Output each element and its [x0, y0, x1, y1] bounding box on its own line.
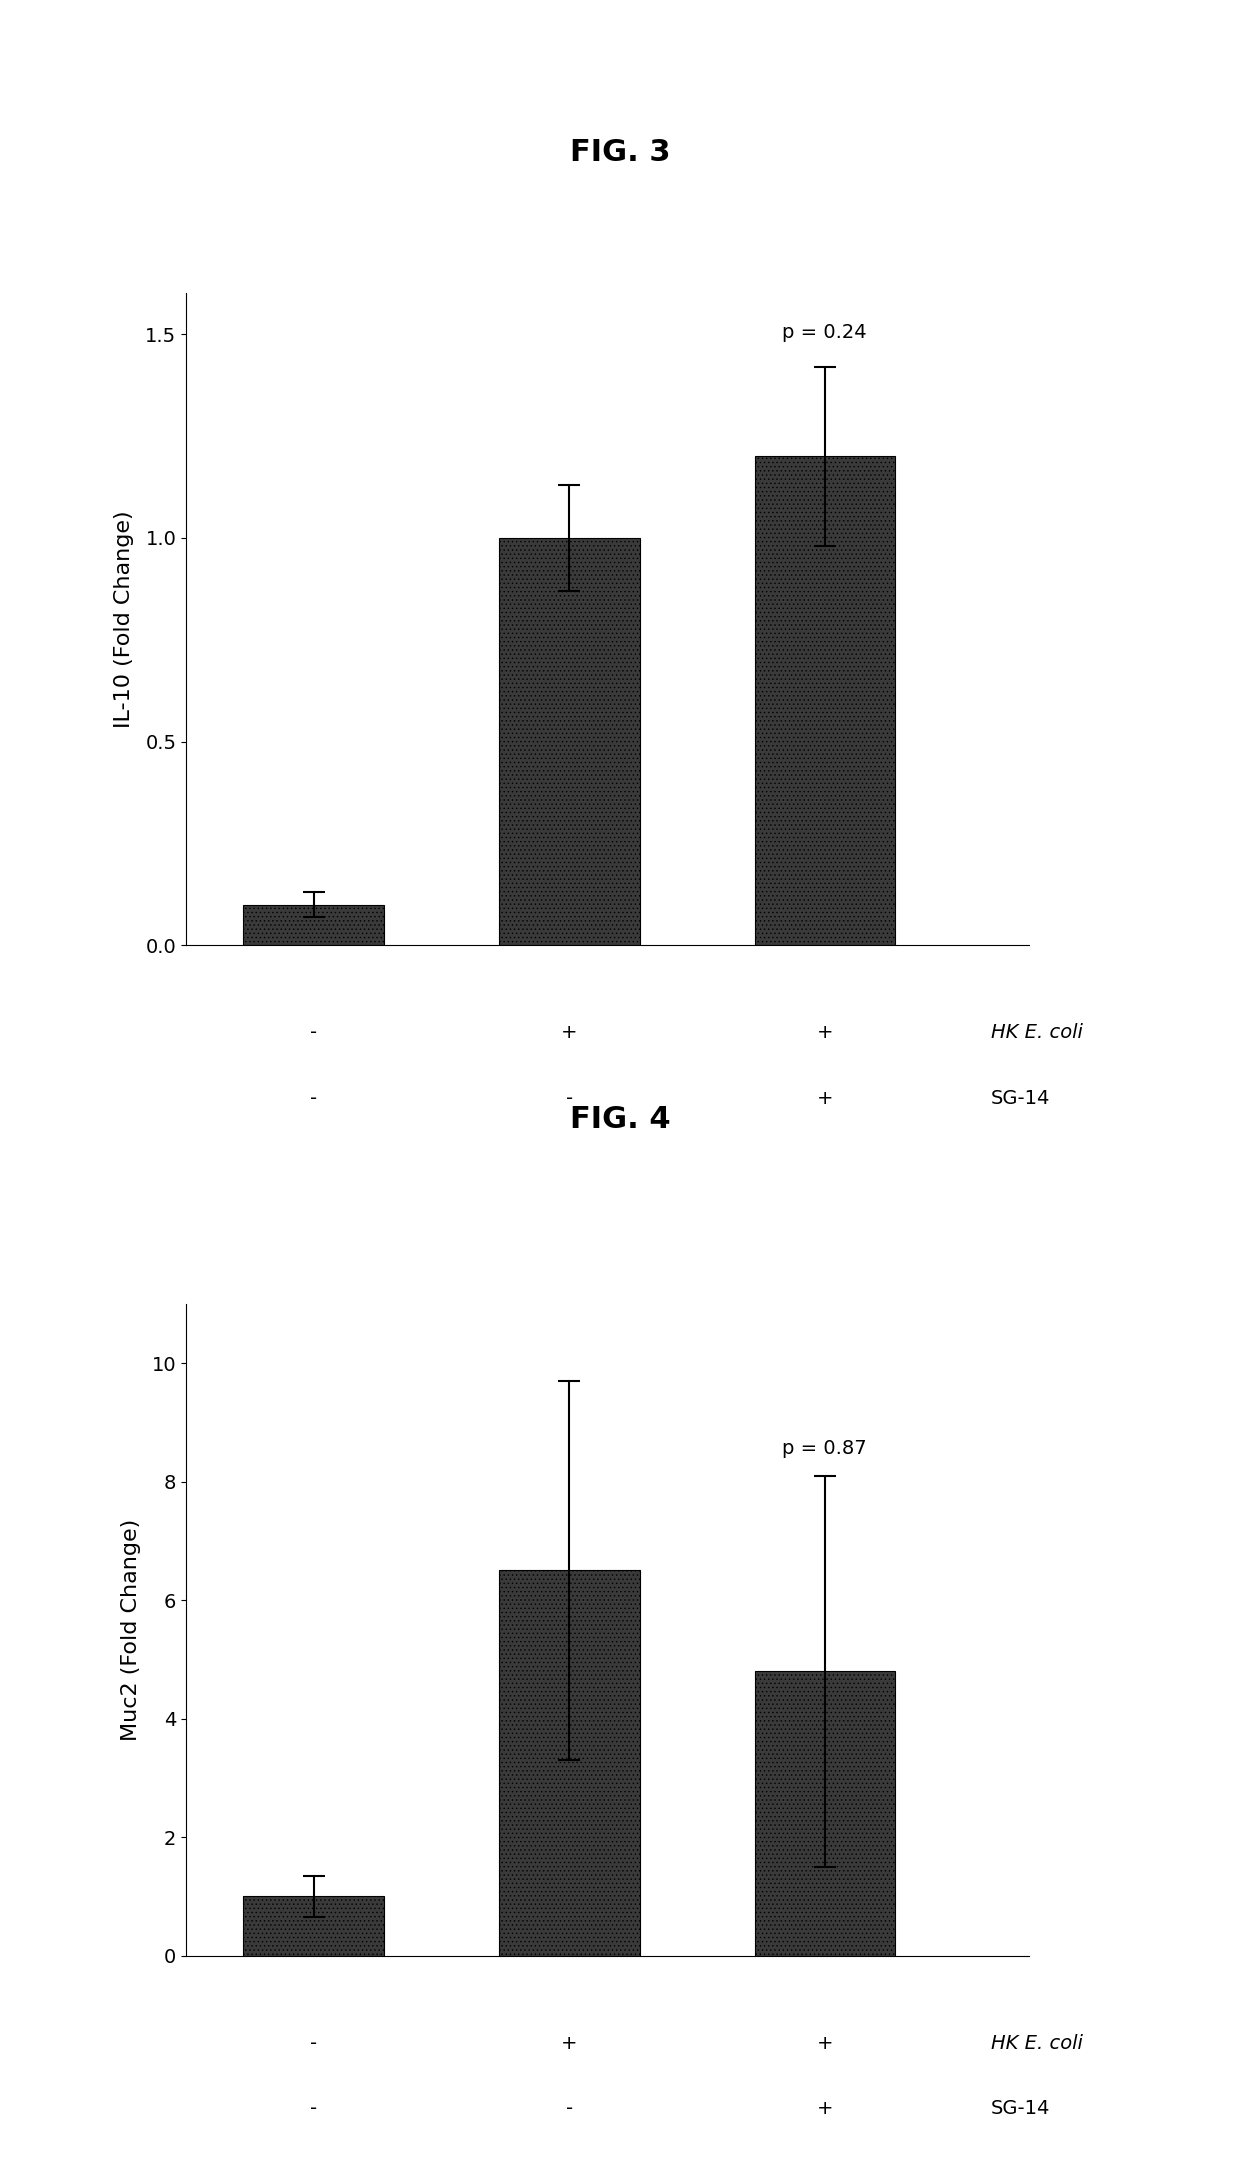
Text: -: -	[310, 1089, 317, 1108]
Text: +: +	[816, 2099, 833, 2119]
Text: -: -	[310, 2034, 317, 2053]
Text: HK E. coli: HK E. coli	[991, 2034, 1083, 2053]
Text: SG-14: SG-14	[991, 1089, 1050, 1108]
Text: -: -	[310, 1023, 317, 1043]
Bar	[498, 539, 640, 945]
Text: +: +	[560, 2034, 578, 2053]
Text: p = 0.87: p = 0.87	[782, 1439, 867, 1458]
Text: HK E. coli: HK E. coli	[991, 1023, 1083, 1043]
Text: +: +	[560, 1023, 578, 1043]
Text: FIG. 4: FIG. 4	[569, 1104, 671, 1134]
Bar	[754, 456, 895, 945]
Text: FIG. 3: FIG. 3	[569, 137, 671, 167]
Bar	[498, 1571, 640, 1956]
Text: -: -	[565, 1089, 573, 1108]
Text: SG-14: SG-14	[991, 2099, 1050, 2119]
Text: -: -	[310, 2099, 317, 2119]
Y-axis label: IL-10 (Fold Change): IL-10 (Fold Change)	[114, 511, 134, 728]
Bar	[243, 1897, 384, 1956]
Text: +: +	[816, 1023, 833, 1043]
Y-axis label: Muc2 (Fold Change): Muc2 (Fold Change)	[120, 1519, 140, 1741]
Bar	[754, 1671, 895, 1956]
Text: -: -	[565, 2099, 573, 2119]
Bar	[243, 904, 384, 945]
Text: p = 0.24: p = 0.24	[782, 324, 867, 341]
Text: +: +	[816, 1089, 833, 1108]
Text: +: +	[816, 2034, 833, 2053]
